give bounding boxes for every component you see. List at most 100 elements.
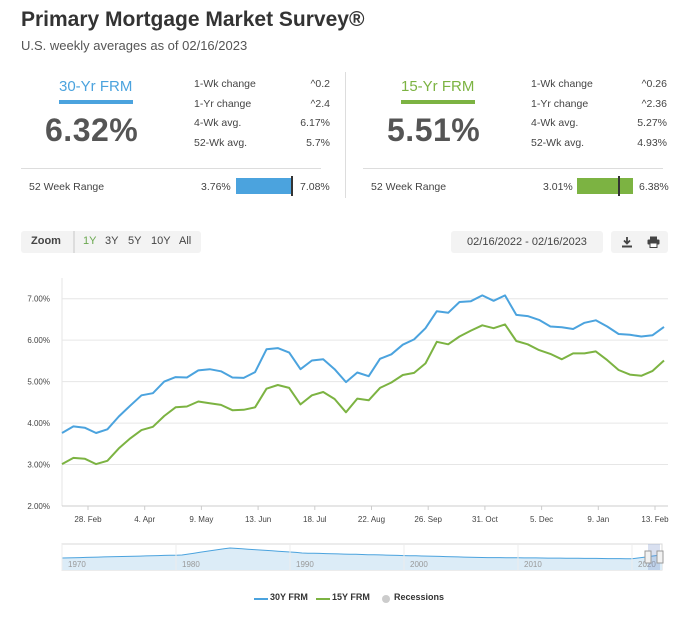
stats-15yr: 1-Wk change ^0.26 1-Yr change ^2.36 4-Wk a… <box>531 76 667 154</box>
print-button[interactable] <box>639 231 667 253</box>
stat-value: 6.17% <box>300 117 330 129</box>
chart-navigator[interactable]: 1970 1980 1990 2000 2010 2020 <box>0 540 680 580</box>
zoom-10y-button[interactable]: 10Y <box>151 235 171 247</box>
legend-item-30y[interactable]: 30Y FRM <box>270 592 308 602</box>
navigator-year-label: 1980 <box>182 560 200 569</box>
x-tick-label: 31. Oct <box>472 515 499 524</box>
stat-row: 1-Yr change ^2.4 <box>194 96 330 116</box>
stat-value: ^0.2 <box>310 78 330 90</box>
mortgage-rate-chart: 2.00% 3.00% 4.00% 5.00% 6.00% 7.00% 28. Feb 4. … <box>27 278 669 524</box>
legend-swatch-15y <box>316 598 330 600</box>
range-max-15yr: 6.38% <box>639 181 669 193</box>
rate-underline-30yr <box>59 100 133 104</box>
rate-panel-30yr: 30-Yr FRM 6.32% 1-Wk change ^0.2 1-Yr cha… <box>21 72 330 208</box>
date-range-input[interactable]: 02/16/2022 - 02/16/2023 <box>451 231 603 253</box>
range-marker-30yr <box>291 176 293 196</box>
divider <box>363 168 663 169</box>
navigator-year-label: 2020 <box>638 560 656 569</box>
y-tick-label: 2.00% <box>27 502 50 511</box>
stat-value: 5.7% <box>306 136 330 149</box>
zoom-3y-button[interactable]: 3Y <box>105 235 119 247</box>
x-tick-label: 9. May <box>189 515 213 524</box>
stat-value: 5.27% <box>637 117 667 129</box>
rate-value-30yr: 6.32% <box>45 112 139 148</box>
y-tick-label: 4.00% <box>27 419 50 428</box>
stat-row: 4-Wk avg. 6.17% <box>194 115 330 135</box>
rate-underline-15yr <box>401 100 475 104</box>
stat-value: ^2.36 <box>641 97 667 110</box>
navigator-year-label: 1990 <box>296 560 314 569</box>
range-min-30yr: 3.76% <box>201 181 231 193</box>
page-subtitle: U.S. weekly averages as of 02/16/2023 <box>21 38 248 53</box>
divider <box>21 168 321 169</box>
stat-key: 1-Yr change <box>194 97 252 110</box>
stat-value: ^0.26 <box>641 78 667 90</box>
chart-legend: 30Y FRM 15Y FRM Recessions <box>0 592 680 606</box>
x-tick-label: 18. Jul <box>303 515 327 524</box>
stat-key: 4-Wk avg. <box>531 117 579 129</box>
y-tick-label: 5.00% <box>27 378 50 387</box>
y-tick-label: 7.00% <box>27 295 50 304</box>
stat-key: 52-Wk avg. <box>531 136 585 149</box>
download-icon <box>622 237 632 248</box>
legend-swatch-recessions <box>382 595 390 603</box>
stat-value: 4.93% <box>637 136 667 149</box>
legend-swatch-30y <box>254 598 268 600</box>
x-tick-label: 22. Aug <box>358 515 385 524</box>
range-label-15yr: 52 Week Range <box>371 181 447 193</box>
series-line-15y <box>61 323 665 466</box>
navigator-line <box>61 547 663 560</box>
download-button[interactable] <box>613 231 641 253</box>
navigator-area <box>62 548 662 570</box>
stat-key: 4-Wk avg. <box>194 117 242 129</box>
x-tick-label: 28. Feb <box>74 515 102 524</box>
rate-label-15yr: 15-Yr FRM <box>401 78 475 95</box>
series-line-30y <box>61 294 665 434</box>
print-icon <box>647 236 660 248</box>
zoom-toolbar: Zoom 1Y 3Y 5Y 10Y All <box>21 231 201 253</box>
legend-item-15y[interactable]: 15Y FRM <box>332 592 370 602</box>
stat-row: 1-Yr change ^2.36 <box>531 96 667 116</box>
stat-row: 1-Wk change ^0.26 <box>531 76 667 96</box>
rate-label-30yr: 30-Yr FRM <box>59 78 133 95</box>
zoom-5y-button[interactable]: 5Y <box>128 235 142 247</box>
stat-value: ^2.4 <box>310 97 330 110</box>
range-label-30yr: 52 Week Range <box>29 181 105 193</box>
range-min-15yr: 3.01% <box>543 181 573 193</box>
stat-row: 4-Wk avg. 5.27% <box>531 115 667 135</box>
stat-key: 1-Yr change <box>531 97 589 110</box>
navigator-year-label: 2010 <box>524 560 542 569</box>
x-tick-label: 9. Jan <box>587 515 609 524</box>
navigator-left-handle[interactable] <box>644 550 652 564</box>
range-bar-15yr <box>577 178 633 194</box>
page-title: Primary Mortgage Market Survey® <box>21 8 365 31</box>
x-tick-label: 13. Feb <box>641 515 669 524</box>
zoom-1y-button[interactable]: 1Y <box>83 235 97 247</box>
zoom-divider <box>73 231 75 253</box>
y-tick-label: 6.00% <box>27 336 50 345</box>
stat-row: 52-Wk avg. 5.7% <box>194 135 330 155</box>
x-tick-label: 13. Jun <box>245 515 271 524</box>
range-bar-30yr <box>236 178 292 194</box>
legend-item-recessions[interactable]: Recessions <box>394 592 445 602</box>
y-tick-label: 3.00% <box>27 461 50 470</box>
x-tick-label: 26. Sep <box>414 515 442 524</box>
range-marker-15yr <box>618 176 620 196</box>
stat-row: 52-Wk avg. 4.93% <box>531 135 667 155</box>
stat-row: 1-Wk change ^0.2 <box>194 76 330 96</box>
zoom-all-button[interactable]: All <box>179 235 192 247</box>
x-tick-label: 4. Apr <box>134 515 155 524</box>
stat-key: 1-Wk change <box>531 78 593 90</box>
stat-key: 1-Wk change <box>194 78 256 90</box>
stats-30yr: 1-Wk change ^0.2 1-Yr change ^2.4 4-Wk avg… <box>194 76 330 154</box>
navigator-right-handle[interactable] <box>656 550 664 564</box>
panel-divider <box>345 72 346 198</box>
navigator-year-label: 2000 <box>410 560 428 569</box>
range-max-30yr: 7.08% <box>300 181 330 193</box>
rate-value-15yr: 5.51% <box>387 112 481 148</box>
rate-panel-15yr: 15-Yr FRM 5.51% 1-Wk change ^0.26 1-Yr ch… <box>363 72 669 208</box>
navigator-year-label: 1970 <box>68 560 86 569</box>
x-tick-label: 5. Dec <box>530 515 553 524</box>
stat-key: 52-Wk avg. <box>194 136 248 149</box>
zoom-label: Zoom <box>31 235 61 247</box>
